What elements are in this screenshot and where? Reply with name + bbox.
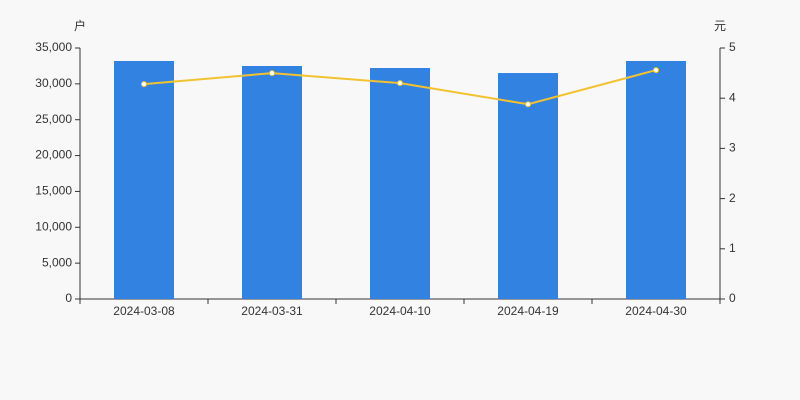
y-axis-title: 户 xyxy=(74,18,86,33)
line-point xyxy=(653,67,659,74)
bar xyxy=(498,73,558,299)
y2-tick-label: 5 xyxy=(729,40,736,54)
bar xyxy=(114,60,174,299)
y-tick-label: 15,000 xyxy=(35,184,72,198)
y-tick-label: 35,000 xyxy=(35,40,72,54)
y-tick-label: 30,000 xyxy=(35,76,72,90)
y-tick-label: 10,000 xyxy=(35,219,72,233)
x-tick-label: 2024-04-30 xyxy=(625,304,687,318)
bar xyxy=(626,60,686,299)
line-point xyxy=(269,70,275,77)
x-tick-label: 2024-04-19 xyxy=(497,304,559,318)
x-tick-label: 2024-03-08 xyxy=(113,304,175,318)
line-point xyxy=(397,80,403,87)
y2-axis-title: 元 xyxy=(714,19,726,33)
x-tick-label: 2024-03-31 xyxy=(241,304,303,318)
y-tick-label: 5,000 xyxy=(42,255,72,269)
y2-tick-label: 4 xyxy=(729,90,736,104)
bar xyxy=(242,66,302,300)
y-tick-label: 25,000 xyxy=(35,112,72,126)
y2-tick-label: 2 xyxy=(729,191,736,205)
line-point xyxy=(525,101,531,108)
y2-tick-label: 3 xyxy=(729,141,736,155)
y2-tick-label: 0 xyxy=(729,291,736,305)
bar xyxy=(370,68,430,299)
y-tick-label: 20,000 xyxy=(35,148,72,162)
line-point xyxy=(141,81,147,88)
y2-tick-label: 1 xyxy=(729,241,736,255)
x-tick-label: 2024-04-10 xyxy=(369,304,431,318)
y-tick-label: 0 xyxy=(65,291,72,305)
